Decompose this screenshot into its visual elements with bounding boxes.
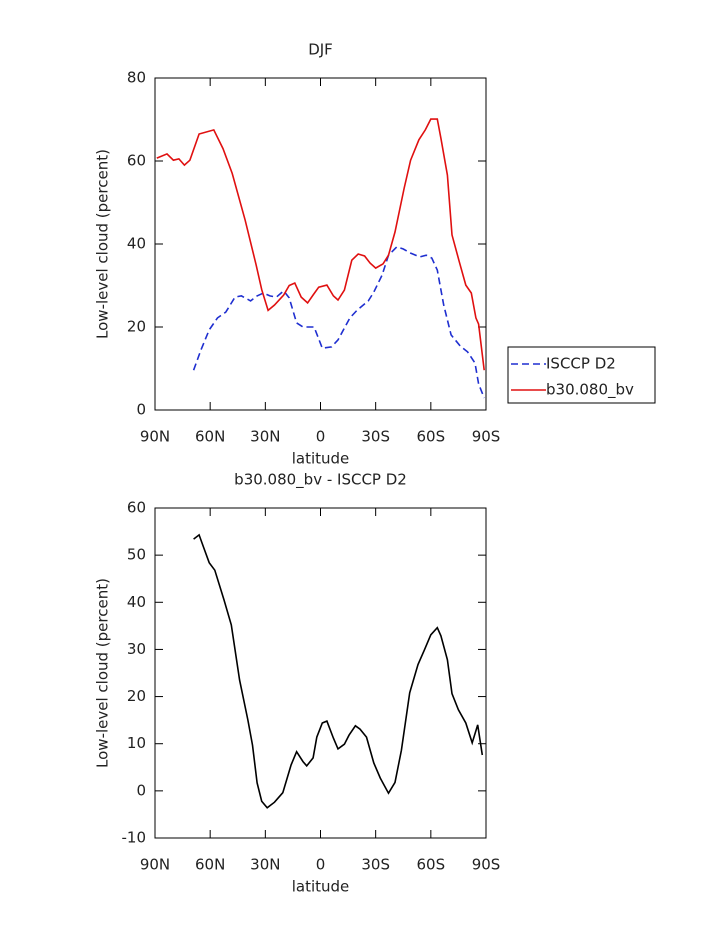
y-tick-label: -10	[122, 829, 147, 847]
x-tick-label: 90S	[472, 428, 501, 446]
y-tick-label: 50	[127, 546, 146, 564]
x-axis-label: latitude	[292, 878, 350, 896]
data-line	[192, 245, 485, 399]
x-tick-label: 60S	[417, 428, 446, 446]
y-tick-label: 10	[127, 734, 146, 752]
y-axis-label: Low-level cloud (percent)	[94, 149, 112, 339]
y-tick-label: 60	[127, 152, 146, 170]
y-axis-label: Low-level cloud (percent)	[94, 578, 112, 768]
data-line	[156, 118, 485, 371]
y-tick-label: 40	[127, 235, 146, 253]
plot-frame	[154, 77, 487, 411]
x-tick-label: 30S	[361, 856, 390, 874]
y-tick-label: 40	[127, 593, 146, 611]
x-tick-label: 90N	[140, 428, 170, 446]
x-tick-label: 30N	[250, 856, 280, 874]
legend-box	[507, 346, 656, 404]
x-tick-label: 60N	[195, 856, 225, 874]
x-tick-label: 60N	[195, 428, 225, 446]
plot-frame	[154, 507, 487, 839]
x-tick-label: 0	[316, 428, 326, 446]
y-tick-label: 20	[127, 318, 146, 336]
y-tick-label: 80	[127, 69, 146, 87]
chart-title: b30.080_bv - ISCCP D2	[234, 471, 407, 490]
x-tick-label: 30N	[250, 428, 280, 446]
chart-title: DJF	[308, 41, 333, 59]
data-line	[193, 533, 484, 809]
y-tick-label: 0	[136, 401, 146, 419]
y-tick-label: 0	[136, 781, 146, 799]
x-tick-label: 60S	[417, 856, 446, 874]
legend-label: ISCCP D2	[546, 355, 616, 373]
x-tick-label: 30S	[361, 428, 390, 446]
y-tick-label: 20	[127, 687, 146, 705]
x-tick-label: 90N	[140, 856, 170, 874]
legend-label: b30.080_bv	[546, 381, 634, 400]
y-tick-label: 30	[127, 640, 146, 658]
x-tick-label: 0	[316, 856, 326, 874]
x-tick-label: 90S	[472, 856, 501, 874]
x-axis-label: latitude	[292, 450, 350, 468]
y-tick-label: 60	[127, 499, 146, 517]
